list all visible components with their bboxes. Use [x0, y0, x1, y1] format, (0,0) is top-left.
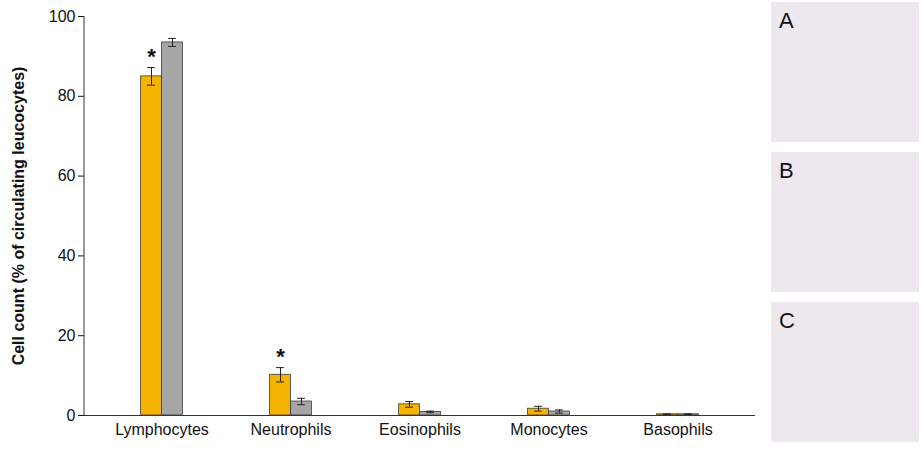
svg-text:Monocytes: Monocytes — [510, 421, 587, 438]
svg-text:100: 100 — [49, 8, 76, 25]
svg-text:0: 0 — [67, 407, 76, 424]
svg-text:40: 40 — [58, 247, 76, 264]
svg-text:80: 80 — [58, 87, 76, 104]
svg-text:Basophils: Basophils — [643, 421, 712, 438]
svg-text:*: * — [147, 44, 156, 69]
svg-text:*: * — [276, 344, 285, 369]
svg-text:Eosinophils: Eosinophils — [379, 421, 461, 438]
html-text:B: B — [779, 158, 794, 183]
svg-text:Lymphocytes: Lymphocytes — [115, 421, 209, 438]
svg-text:Cell count (% of circulating l: Cell count (% of circulating leucocytes) — [10, 67, 27, 366]
html-text:A: A — [779, 8, 794, 33]
html-text:C: C — [779, 308, 795, 333]
svg-text:60: 60 — [58, 167, 76, 184]
svg-text:20: 20 — [58, 327, 76, 344]
svg-text:Neutrophils: Neutrophils — [251, 421, 332, 438]
